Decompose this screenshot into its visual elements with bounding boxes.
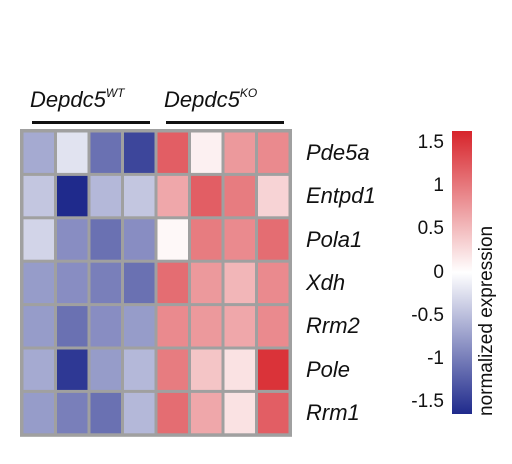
heatmap-cell-pole-2 [57, 349, 88, 390]
heatmap-cell-entpd1-5 [157, 175, 188, 217]
colorbar-tick-label: -1.5 [411, 391, 444, 412]
heatmap-cell-pole-1 [23, 349, 54, 390]
group-label-base: Depdc5 [164, 87, 240, 112]
colorbar-tick-label: -1 [427, 347, 444, 369]
heatmap-cell-rrm1-6 [191, 392, 222, 434]
heatmap-cell-pole-4 [124, 349, 155, 390]
heatmap-cell-pde5a-6 [191, 132, 222, 173]
heatmap-cell-xdh-5 [157, 262, 188, 304]
group-bar-ko [166, 121, 284, 124]
heatmap-cell-pde5a-5 [157, 132, 188, 173]
gene-label-rrm2: Rrm2 [306, 313, 360, 339]
heatmap-cell-rrm1-2 [57, 392, 88, 434]
colorbar-tick-label: 1.5 [417, 132, 444, 153]
heatmap-cell-rrm2-8 [258, 306, 289, 347]
heatmap-cell-rrm1-7 [224, 392, 255, 434]
group-label-ko: Depdc5KO [164, 86, 257, 113]
heatmap-cell-entpd1-2 [57, 175, 88, 217]
heatmap-cell-entpd1-3 [90, 175, 121, 217]
heatmap-cell-xdh-1 [23, 262, 54, 304]
heatmap-cell-pde5a-4 [124, 132, 155, 173]
heatmap-cell-rrm1-5 [157, 392, 188, 434]
heatmap-cell-xdh-4 [124, 262, 155, 304]
heatmap-cell-xdh-8 [258, 262, 289, 304]
group-bar-wt [32, 121, 150, 124]
heatmap-cell-pde5a-2 [57, 132, 88, 173]
colorbar-title: normalized expression [476, 225, 497, 416]
heatmap-cell-entpd1-1 [23, 175, 54, 217]
heatmap-cell-pola1-5 [157, 219, 188, 260]
heatmap-cell-xdh-3 [90, 262, 121, 304]
heatmap-cell-rrm2-4 [124, 306, 155, 347]
gene-label-entpd1: Entpd1 [306, 183, 376, 209]
heatmap-cell-rrm2-6 [191, 306, 222, 347]
heatmap-cell-entpd1-7 [224, 175, 255, 217]
heatmap-cell-pole-8 [258, 349, 289, 390]
heatmap-cell-pola1-3 [90, 219, 121, 260]
heatmap-cell-pola1-7 [224, 219, 255, 260]
heatmap-cell-xdh-2 [57, 262, 88, 304]
heatmap-cell-pde5a-1 [23, 132, 54, 173]
heatmap-cell-rrm2-2 [57, 306, 88, 347]
group-label-base: Depdc5 [30, 87, 106, 112]
heatmap-cell-pde5a-3 [90, 132, 121, 173]
heatmap-cell-rrm1-8 [258, 392, 289, 434]
heatmap-cell-xdh-7 [224, 262, 255, 304]
heatmap-cell-pole-5 [157, 349, 188, 390]
gene-label-xdh: Xdh [306, 269, 346, 295]
heatmap-cell-pola1-2 [57, 219, 88, 260]
colorbar-tick-label: 0.5 [417, 218, 444, 240]
gene-label-pde5a: Pde5a [306, 139, 370, 165]
heatmap-cell-pola1-6 [191, 219, 222, 260]
heatmap-cell-pola1-8 [258, 219, 289, 260]
colorbar-tick-label: -0.5 [411, 304, 444, 326]
heatmap-cell-pola1-1 [23, 219, 54, 260]
heatmap-cell-rrm2-3 [90, 306, 121, 347]
heatmap-cell-rrm2-7 [224, 306, 255, 347]
group-label-sup: KO [239, 86, 258, 100]
heatmap-cell-entpd1-8 [258, 175, 289, 217]
heatmap-cell-pola1-4 [124, 219, 155, 260]
heatmap-cell-rrm1-4 [124, 392, 155, 434]
heatmap-cell-entpd1-4 [124, 175, 155, 217]
heatmap-cell-rrm1-1 [23, 392, 54, 434]
gene-label-rrm1: Rrm1 [306, 400, 360, 426]
colorbar-tick-label: 0 [433, 261, 444, 283]
gene-label-pola1: Pola1 [306, 226, 363, 252]
heatmap-cell-rrm2-1 [23, 306, 54, 347]
colorbar [452, 131, 472, 414]
group-label-sup: WT [105, 86, 125, 100]
heatmap-cell-xdh-6 [191, 262, 222, 304]
heatmap-cell-pole-6 [191, 349, 222, 390]
group-label-wt: Depdc5WT [30, 86, 125, 113]
heatmap-cell-rrm2-5 [157, 306, 188, 347]
heatmap-cell-pde5a-7 [224, 132, 255, 173]
heatmap-cell-pde5a-8 [258, 132, 289, 173]
heatmap-cell-entpd1-6 [191, 175, 222, 217]
gene-label-pole: Pole [306, 356, 351, 382]
heatmap-cell-rrm1-3 [90, 392, 121, 434]
colorbar-tick-label: 1 [433, 175, 444, 197]
heatmap-cell-pole-7 [224, 349, 255, 390]
heatmap-cell-pole-3 [90, 349, 121, 390]
